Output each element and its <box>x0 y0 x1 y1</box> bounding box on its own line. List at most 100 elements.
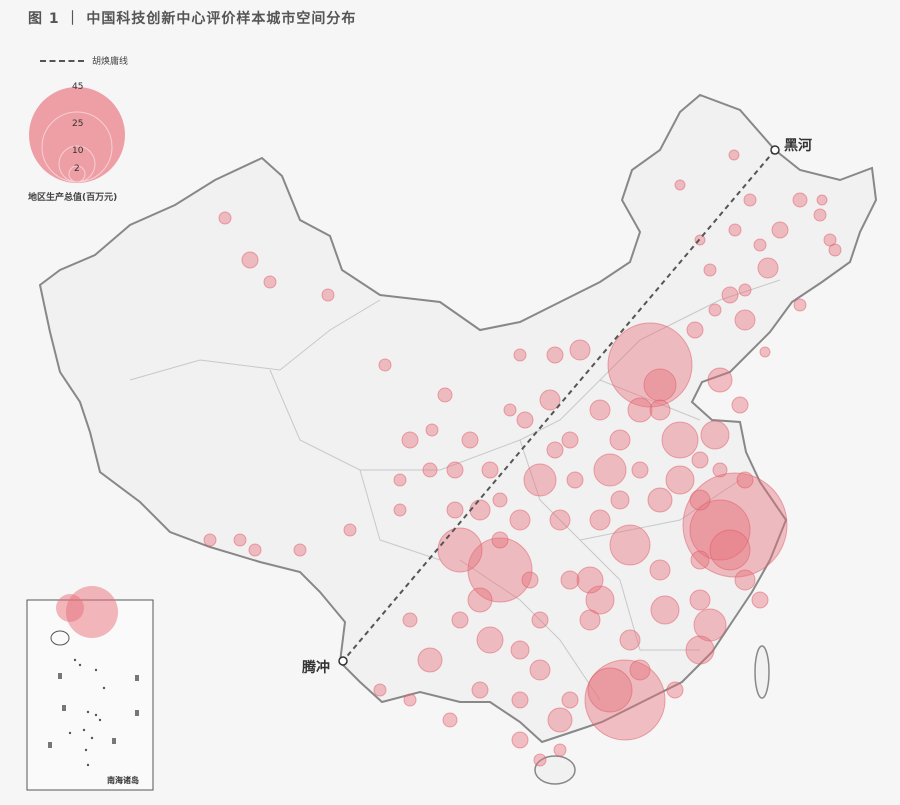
city-bubble <box>549 509 571 531</box>
city-bubble <box>631 461 649 479</box>
city-bubble <box>417 647 443 673</box>
city-bubble <box>691 451 709 469</box>
city-bubble <box>248 543 262 557</box>
size-legend <box>29 87 125 183</box>
city-bubble <box>736 471 754 489</box>
city-bubble <box>650 595 680 625</box>
city-bubble <box>401 431 419 449</box>
city-bubble <box>793 298 807 312</box>
legend-label-10: 10 <box>72 146 84 156</box>
city-bubble <box>627 397 653 423</box>
island-dot <box>84 748 88 752</box>
island-dot <box>94 668 98 672</box>
city-bubble <box>792 192 808 208</box>
city-bubble <box>751 591 769 609</box>
boundary-dash <box>58 673 62 679</box>
hu-line-legend: 胡焕庸线 <box>40 54 128 67</box>
city-bubble <box>584 659 666 741</box>
city-bubble <box>293 543 307 557</box>
city-bubble <box>561 691 579 709</box>
city-bubble <box>425 423 439 437</box>
province-border <box>459 559 601 701</box>
island-dot <box>86 763 90 767</box>
city-bubble <box>451 611 469 629</box>
city-bubble <box>743 193 757 207</box>
heihe-marker <box>770 145 780 155</box>
boundary-dash <box>48 742 52 748</box>
city-bubble <box>553 743 567 757</box>
island-dot <box>73 658 77 662</box>
city-bubble <box>523 463 557 497</box>
city-bubble <box>491 531 509 549</box>
city-bubble <box>321 288 335 302</box>
city-bubble <box>823 233 837 247</box>
city-bubble <box>693 608 727 642</box>
city-bubble <box>481 461 499 479</box>
boundary-dash <box>135 675 139 681</box>
city-bubble <box>529 659 551 681</box>
city-bubble <box>731 396 749 414</box>
city-bubble <box>203 533 217 547</box>
city-bubble <box>471 681 489 699</box>
city-bubble <box>446 501 464 519</box>
city-bubble <box>690 550 710 570</box>
inset-label: 南海诸岛 <box>107 776 139 785</box>
city-bubble <box>587 667 633 713</box>
island-dot <box>90 736 94 740</box>
taiwan-island <box>754 645 770 699</box>
city-bubble <box>437 527 483 573</box>
city-bubble <box>734 309 756 331</box>
china-outline <box>38 93 878 744</box>
city-bubble <box>674 179 686 191</box>
city-bubble <box>546 346 564 364</box>
province-border <box>619 579 700 651</box>
province-border <box>129 299 381 381</box>
city-bubble <box>569 339 591 361</box>
city-bubble <box>728 223 742 237</box>
city-bubble <box>700 420 730 450</box>
province-border <box>439 339 641 471</box>
city-bubble <box>446 461 464 479</box>
city-bubble <box>547 707 573 733</box>
province-border <box>599 379 701 421</box>
legend-size-title: 地区生产总值(百万元) <box>28 193 118 203</box>
city-bubble <box>649 399 671 421</box>
city-bubble <box>738 283 752 297</box>
boundary-dash <box>62 705 66 711</box>
city-bubble <box>709 529 751 571</box>
city-bubble <box>579 609 601 631</box>
inset-bubble <box>56 594 84 622</box>
city-bubble <box>343 523 357 537</box>
city-bubble <box>511 691 529 709</box>
city-bubble <box>689 589 711 611</box>
city-bubble <box>619 629 641 651</box>
city-bubble <box>689 489 711 511</box>
city-bubble <box>708 303 722 317</box>
city-bubble <box>461 431 479 449</box>
city-bubble <box>503 403 517 417</box>
city-bubble <box>467 587 493 613</box>
legend-circle-2 <box>68 165 86 183</box>
city-bubble <box>469 499 491 521</box>
city-bubble <box>593 453 627 487</box>
city-bubble <box>442 712 458 728</box>
city-bubble <box>813 208 827 222</box>
city-bubble <box>649 559 671 581</box>
city-bubble <box>609 429 631 451</box>
city-bubble <box>816 194 828 206</box>
city-bubble <box>647 487 673 513</box>
city-bubble <box>576 566 604 594</box>
city-bubble <box>373 683 387 697</box>
city-bubble <box>728 149 740 161</box>
city-bubble <box>546 441 564 459</box>
city-bubble <box>589 399 611 421</box>
province-border <box>359 469 441 561</box>
city-bubble <box>437 387 453 403</box>
city-bubble <box>263 275 277 289</box>
city-bubble <box>686 321 704 339</box>
city-bubble <box>666 681 684 699</box>
island-dot <box>94 713 98 717</box>
island-dot <box>98 718 102 722</box>
province-border <box>269 369 440 471</box>
legend-label-45: 45 <box>72 82 84 92</box>
